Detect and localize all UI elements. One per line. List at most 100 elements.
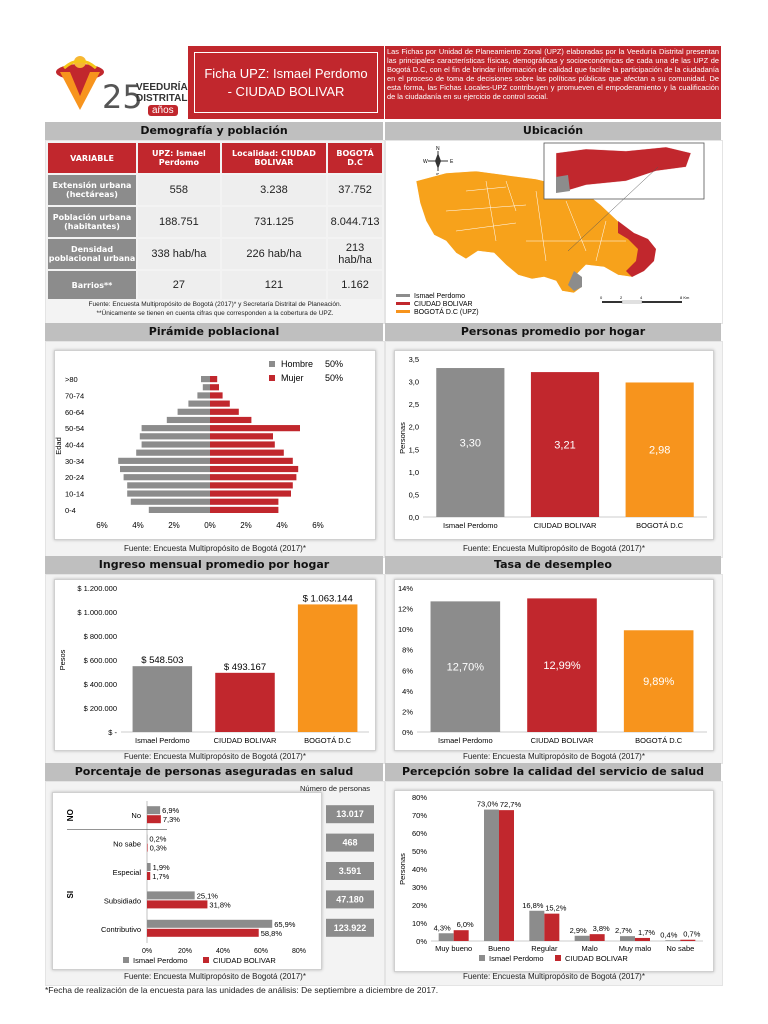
logo-text-2: DISTRITAL — [136, 93, 188, 104]
svg-text:2: 2 — [620, 295, 623, 300]
x-tick-label: 0% — [204, 521, 216, 530]
percepcion-bar — [680, 939, 696, 941]
legend-mujer-label: Mujer — [281, 373, 304, 383]
percepcion-bar — [544, 913, 560, 941]
x-tick-label: No sabe — [666, 944, 694, 953]
x-tick-label: 2% — [240, 521, 252, 530]
x-tick-label: 2% — [168, 521, 180, 530]
y-tick-label: 60-64 — [65, 408, 84, 417]
y-tick-label: 0,5 — [409, 490, 419, 499]
y-axis-label: Pesos — [58, 649, 67, 670]
pyramid-bar-hombre — [120, 465, 210, 473]
numero-personas-badge — [326, 890, 374, 909]
bar-data-label: 3,30 — [460, 438, 481, 450]
compass-w: W — [423, 159, 428, 165]
salud-title: Porcentaje de personas aseguradas en sal… — [45, 763, 383, 781]
bar-data-label: 2,9% — [570, 926, 587, 935]
y-tick-label: 8% — [402, 646, 413, 655]
demografia-title: Demografía y población — [45, 122, 383, 140]
bar-data-label: 16,8% — [522, 901, 544, 910]
x-tick-label: 4% — [276, 521, 288, 530]
percepcion-panel: 0% 10% 20% 30% 40% 50% 60% 70% 80% 4,3% 6,0% Muy bu… — [385, 781, 723, 986]
piramide-chart: 0-4 10-14 20-24 30-34 40-44 50-54 60-64 70-74 >8… — [54, 359, 343, 530]
x-tick-label: 40% — [216, 948, 230, 955]
pyramid-bar-mujer — [210, 376, 218, 383]
salud-panel: Número de personas No 6,9% 7,3% No sabe 0,2%… — [45, 781, 385, 986]
y-axis-label: Personas — [398, 853, 407, 885]
numero-personas-value: 123.922 — [334, 923, 367, 933]
y-tick-label: 20-24 — [65, 473, 84, 482]
bar-data-label: 15,2% — [545, 904, 567, 913]
y-tick-label: 0% — [416, 937, 427, 946]
percepcion-bar — [499, 810, 514, 941]
pyramid-bar-hombre — [148, 506, 210, 513]
y-tick-label: 80% — [412, 793, 427, 802]
numero-personas-badge — [326, 918, 374, 937]
x-tick-label: Ismael Perdomo — [135, 736, 190, 745]
percepcion-bar — [453, 930, 469, 941]
legend-ismael: Ismael Perdomo — [414, 293, 465, 300]
bar-data-label: 1,7% — [638, 928, 655, 937]
pyramid-bar-hombre — [130, 498, 210, 505]
bar-data-label: 0,7% — [683, 930, 700, 939]
bar-data-label: 0,4% — [660, 930, 677, 939]
bar-data-label: 0,3% — [150, 844, 167, 853]
x-tick-label: Ismael Perdomo — [438, 736, 493, 745]
legend-bolivar-swatch — [555, 955, 561, 961]
pyramid-bar-mujer — [210, 433, 273, 440]
legend-hombre-value: 50% — [325, 359, 343, 369]
y-axis-label: Edad — [55, 437, 63, 455]
pyramid-bar-mujer — [210, 465, 299, 473]
percepcion-bar — [438, 933, 454, 941]
ismael-perdomo-map — [568, 271, 582, 291]
y-tick-label: 30-34 — [65, 457, 84, 466]
category-label: Contributivo — [101, 925, 141, 934]
salud-bar — [147, 815, 161, 824]
bar-data-label: 9,89% — [643, 676, 674, 688]
y-tick-label: 10% — [398, 625, 413, 634]
ingreso-title: Ingreso mensual promedio por hogar — [45, 556, 383, 574]
y-tick-label: 10-14 — [65, 490, 84, 499]
bar-data-label: 4,3% — [434, 923, 451, 932]
x-tick-label: 20% — [178, 948, 192, 955]
bar — [436, 368, 505, 517]
legend-ciudad-bolivar: CIUDAD BOLIVAR — [414, 301, 473, 308]
location-map: N W E S Ismael Perdomo CIUDAD BOLIVAR BO… — [396, 142, 705, 316]
logo-text-1: VEEDURÍA — [136, 82, 188, 93]
bar-data-label: 73,0% — [477, 800, 499, 809]
ubicacion-panel: N W E S Ismael Perdomo CIUDAD BOLIVAR BO… — [385, 140, 723, 324]
legend-ismael-swatch — [479, 955, 485, 961]
bar-data-label: 3,21 — [554, 440, 575, 452]
bar-data-label: 6,9% — [162, 806, 179, 815]
legend-hombre-label: Hombre — [281, 359, 313, 369]
y-tick-label: 2,0 — [409, 423, 419, 432]
y-tick-label: 0,0 — [409, 513, 419, 522]
y-tick-label: $ 400.000 — [84, 680, 117, 689]
bar-data-label: 0,2% — [149, 835, 166, 844]
page-title-box: Ficha UPZ: Ismael Perdomo - CIUDAD BOLIV… — [188, 46, 384, 119]
bar-data-label: 3,8% — [593, 924, 610, 933]
legend-bolivar-label: CIUDAD BOLIVAR — [565, 954, 628, 963]
bar — [430, 601, 501, 732]
y-tick-label: 70% — [412, 811, 427, 820]
numero-personas-badge — [326, 862, 374, 880]
pyramid-bar-mujer — [210, 490, 291, 497]
numero-personas-value: 3.591 — [339, 866, 362, 876]
footnote: *Fecha de realización de la encuesta par… — [45, 985, 439, 995]
y-tick-label: 2,5 — [409, 400, 419, 409]
y-axis-label: Personas — [398, 422, 407, 454]
percepcion-chart: 0% 10% 20% 30% 40% 50% 60% 70% 80% 4,3% 6,0% Muy bu… — [398, 793, 703, 963]
bar-data-label: 72,7% — [500, 800, 522, 809]
page-subtitle: - CIUDAD BOLIVAR — [227, 84, 345, 99]
y-tick-label: 3,0 — [409, 378, 419, 387]
pyramid-bar-hombre — [188, 400, 210, 407]
salud-source: Fuente: Encuesta Multipropósito de Bogot… — [124, 972, 306, 981]
piramide-panel: 0-4 10-14 20-24 30-34 40-44 50-54 60-64 70-74 >8… — [45, 341, 385, 558]
ingreso-source: Fuente: Encuesta Multipropósito de Bogot… — [124, 752, 306, 761]
pyramid-bar-mujer — [210, 392, 223, 399]
percepcion-bar — [620, 936, 635, 941]
bar — [297, 604, 358, 732]
page-title: Ficha UPZ: Ismael Perdomo — [204, 66, 368, 81]
y-tick-label: 6% — [402, 666, 413, 675]
bar-data-label: 31,8% — [209, 900, 231, 909]
